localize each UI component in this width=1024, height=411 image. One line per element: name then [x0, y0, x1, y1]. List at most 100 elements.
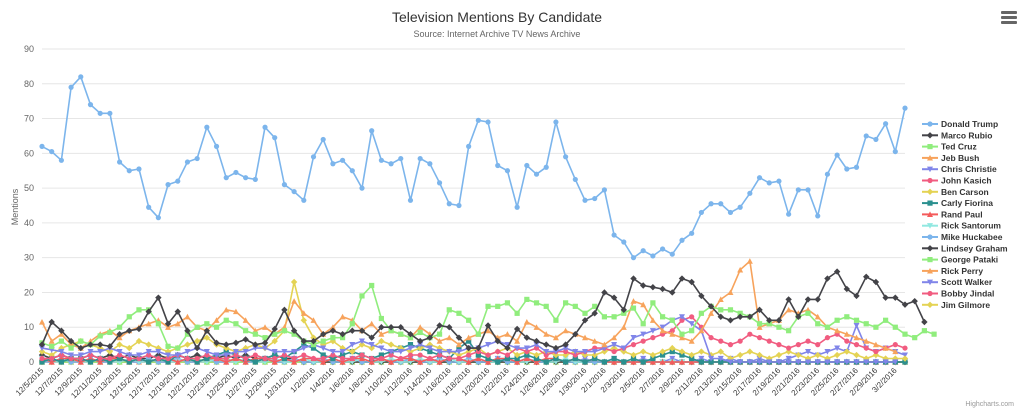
data-point-ted-cruz [281, 328, 288, 334]
data-point-marco-rubio [300, 337, 308, 345]
legend-label: Ben Carson [941, 187, 989, 197]
series-line-donald-trump [41, 76, 906, 259]
legend-item-jim-gilmore[interactable]: Jim Gilmore [922, 300, 990, 310]
data-point-ben-carson [853, 351, 860, 359]
data-point-john-kasich [369, 355, 375, 362]
data-point-ted-cruz [320, 338, 326, 344]
legend-item-scott-walker[interactable]: Scott Walker [922, 277, 993, 287]
data-point-ted-cruz [873, 324, 879, 330]
data-point-john-kasich [233, 352, 239, 358]
data-point-carly-fiorina [659, 352, 666, 358]
data-point-john-kasich [436, 352, 443, 358]
legend-item-bobby-jindal[interactable]: Bobby Jindal [922, 289, 994, 299]
legend-item-rick-perry[interactable]: Rick Perry [922, 266, 983, 276]
data-point-jeb-bush [582, 334, 589, 341]
data-point-chris-christie [611, 342, 618, 348]
legend-item-chris-christie[interactable]: Chris Christie [922, 164, 997, 174]
legend-item-marco-rubio[interactable]: Marco Rubio [922, 130, 992, 140]
legend-item-george-pataki[interactable]: George Pataki [922, 255, 998, 265]
y-tick-label: 90 [24, 44, 34, 54]
data-point-donald-trump [776, 178, 782, 184]
data-point-ted-cruz [815, 321, 821, 327]
data-point-john-kasich [281, 352, 288, 358]
legend-item-donald-trump[interactable]: Donald Trump [922, 119, 998, 129]
data-point-chris-christie [97, 348, 104, 355]
data-point-marco-rubio [193, 344, 201, 352]
legend-item-mike-huckabee[interactable]: Mike Huckabee [922, 232, 1003, 242]
data-point-carly-fiorina [281, 355, 288, 362]
data-point-jeb-bush [640, 301, 647, 308]
data-point-ben-carson [756, 351, 763, 359]
data-point-marco-rubio [339, 330, 346, 338]
data-point-ted-cruz [78, 338, 84, 344]
legend-label: Rick Perry [941, 266, 983, 276]
legend-item-carly-fiorina[interactable]: Carly Fiorina [922, 198, 993, 208]
data-point-marco-rubio [766, 317, 773, 324]
data-point-jeb-bush [649, 317, 656, 323]
data-point-ben-carson [659, 348, 666, 355]
data-point-ted-cruz [592, 303, 598, 309]
data-point-donald-trump [766, 180, 772, 186]
y-tick-label: 20 [24, 287, 34, 297]
data-point-ted-cruz [621, 310, 627, 316]
legend-label: Ted Cruz [941, 142, 977, 152]
data-point-donald-trump [243, 175, 249, 181]
data-point-john-kasich [359, 352, 365, 358]
data-point-donald-trump [902, 105, 908, 111]
hamburger-menu-icon[interactable] [1001, 11, 1017, 25]
data-point-marco-rubio [649, 284, 657, 291]
legend-item-rand-paul[interactable]: Rand Paul [922, 209, 983, 219]
legend-item-john-kasich[interactable]: John Kasich [922, 176, 992, 186]
data-point-ben-carson [203, 334, 211, 341]
data-point-carly-fiorina [514, 355, 520, 362]
data-point-carly-fiorina [330, 355, 336, 362]
data-point-john-kasich [446, 355, 452, 362]
data-point-donald-trump [718, 201, 724, 207]
data-point-donald-trump [97, 110, 103, 116]
data-point-marco-rubio [736, 313, 744, 320]
data-point-rand-paul [97, 359, 104, 365]
data-point-marco-rubio [698, 292, 705, 300]
data-point-john-kasich [495, 348, 501, 355]
data-point-chris-christie [824, 359, 831, 365]
data-point-john-kasich [650, 335, 656, 341]
data-point-jeb-bush [436, 338, 443, 344]
data-point-donald-trump [863, 133, 869, 139]
data-point-marco-rubio [911, 297, 918, 305]
data-point-donald-trump [601, 187, 608, 193]
data-point-john-kasich [146, 352, 152, 358]
data-point-carly-fiorina [708, 359, 714, 365]
legend-symbol [927, 177, 933, 184]
data-point-chris-christie [572, 348, 579, 355]
data-point-donald-trump [698, 209, 704, 216]
legend-label: Rand Paul [941, 209, 983, 219]
legend-item-jeb-bush[interactable]: Jeb Bush [922, 153, 979, 163]
y-tick-label: 80 [24, 79, 34, 89]
data-point-marco-rubio [630, 275, 637, 282]
data-point-ted-cruz [456, 310, 462, 316]
data-point-carly-fiorina [310, 345, 317, 351]
data-point-marco-rubio [242, 336, 249, 343]
data-point-ted-cruz [58, 338, 64, 344]
data-point-john-kasich [388, 352, 394, 358]
legend-symbol [927, 267, 933, 274]
data-point-carly-fiorina [407, 342, 414, 348]
legend-item-ben-carson[interactable]: Ben Carson [922, 187, 989, 197]
data-point-chris-christie [514, 345, 521, 352]
credits-link[interactable]: Highcharts.com [965, 401, 1014, 408]
legend-item-ted-cruz[interactable]: Ted Cruz [922, 142, 977, 152]
data-point-carly-fiorina [650, 355, 656, 362]
data-point-donald-trump [795, 187, 801, 193]
legend-item-lindsey-graham[interactable]: Lindsey Graham [922, 243, 1008, 253]
series-line-john-kasich [42, 316, 906, 360]
data-point-marco-rubio [484, 322, 492, 329]
legend-item-rick-santorum[interactable]: Rick Santorum [922, 221, 1001, 231]
data-point-jeb-bush [455, 341, 462, 348]
data-point-jeb-bush [543, 331, 550, 337]
data-point-chris-christie [455, 348, 462, 355]
data-point-ben-carson [649, 351, 657, 359]
data-point-marco-rubio [543, 341, 550, 348]
data-point-chris-christie [552, 348, 559, 355]
data-point-ted-cruz [388, 328, 394, 334]
